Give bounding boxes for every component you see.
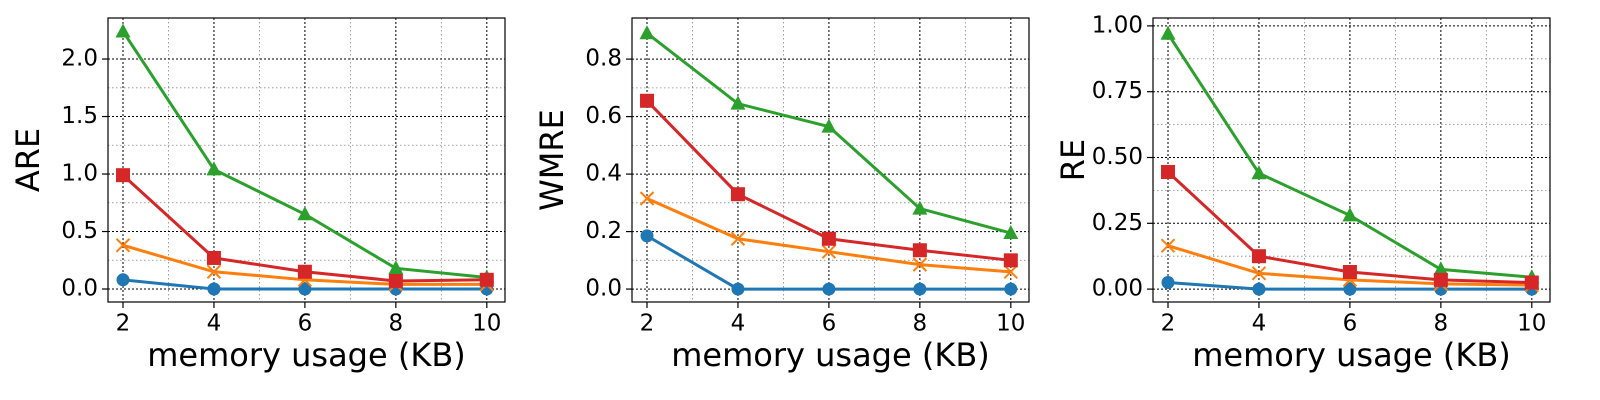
marker	[731, 282, 745, 296]
marker	[207, 282, 221, 296]
x-tick-label: 10	[1517, 311, 1546, 337]
marker	[639, 25, 655, 40]
x-tick-label: 2	[116, 311, 131, 337]
y-tick-label: 1.5	[61, 103, 98, 129]
y-tick-label: 0.25	[1092, 210, 1143, 236]
marker	[116, 273, 130, 287]
marker	[821, 244, 837, 259]
y-tick-label: 2.0	[61, 46, 98, 72]
x-tick-label: 2	[640, 311, 655, 337]
x-tick-label: 10	[996, 311, 1025, 337]
marker	[388, 260, 404, 275]
marker	[1004, 282, 1018, 296]
y-tick-label: 0.2	[585, 218, 622, 244]
marker	[115, 23, 131, 38]
y-tick-label: 0.8	[585, 46, 622, 72]
x-axis-label: memory usage (KB)	[671, 336, 990, 374]
marker	[1251, 266, 1267, 281]
marker	[1252, 282, 1266, 296]
y-tick-label: 0.0	[61, 276, 98, 302]
x-axis-label: memory usage (KB)	[147, 336, 466, 374]
marker	[1161, 276, 1175, 290]
y-tick-label: 1.00	[1092, 12, 1143, 38]
marker	[388, 273, 403, 288]
x-tick-label: 6	[822, 311, 837, 337]
marker	[1251, 249, 1266, 264]
marker	[913, 282, 927, 296]
y-tick-label: 1.0	[61, 161, 98, 187]
x-tick-label: 6	[298, 311, 313, 337]
plot-frame	[1152, 17, 1551, 303]
x-tick-label: 2	[1161, 311, 1176, 337]
marker	[639, 191, 655, 206]
marker	[479, 272, 494, 287]
x-tick-label: 8	[389, 311, 404, 337]
marker	[1342, 264, 1357, 279]
y-tick-label: 0.4	[585, 161, 622, 187]
marker	[912, 243, 927, 258]
plot-frame	[631, 17, 1030, 303]
marker	[1524, 275, 1539, 290]
marker	[640, 229, 654, 243]
y-tick-label: 0.50	[1092, 144, 1143, 170]
marker	[730, 187, 745, 202]
x-axis-label: memory usage (KB)	[1192, 336, 1511, 374]
marker	[297, 206, 313, 221]
marker	[912, 200, 928, 215]
plot-frame	[107, 17, 506, 303]
marker	[822, 282, 836, 296]
marker	[1433, 261, 1449, 276]
marker	[206, 250, 221, 265]
marker	[206, 161, 222, 176]
y-tick-label: 0.75	[1092, 78, 1143, 104]
marker	[821, 118, 837, 133]
marker	[912, 257, 928, 272]
x-tick-label: 4	[207, 311, 222, 337]
x-tick-label: 8	[913, 311, 928, 337]
x-tick-label: 8	[1434, 311, 1449, 337]
y-axis-label: WMRE	[533, 109, 571, 211]
x-tick-label: 6	[1343, 311, 1358, 337]
marker	[116, 168, 131, 183]
x-tick-label: 10	[472, 311, 501, 337]
marker	[730, 231, 746, 246]
marker	[1251, 165, 1267, 180]
marker	[821, 231, 836, 246]
marker	[298, 282, 312, 296]
marker	[1003, 264, 1019, 280]
marker	[1433, 272, 1448, 287]
marker	[640, 93, 655, 108]
marker	[1003, 253, 1018, 268]
marker	[1160, 238, 1176, 253]
marker	[1342, 207, 1358, 222]
y-tick-label: 0.0	[585, 276, 622, 302]
marker	[1160, 25, 1176, 40]
marker	[206, 264, 222, 279]
y-axis-label: RE	[1054, 139, 1092, 181]
y-tick-label: 0.6	[585, 103, 622, 129]
marker	[115, 238, 131, 253]
marker	[1003, 225, 1019, 240]
marker	[730, 95, 746, 110]
y-axis-label: ARE	[9, 128, 47, 192]
marker	[1161, 164, 1176, 179]
marker	[297, 264, 312, 279]
y-tick-label: 0.5	[61, 218, 98, 244]
x-tick-label: 4	[731, 311, 746, 337]
y-tick-label: 0.00	[1092, 276, 1143, 302]
marker	[1343, 282, 1357, 296]
x-tick-label: 4	[1252, 311, 1267, 337]
